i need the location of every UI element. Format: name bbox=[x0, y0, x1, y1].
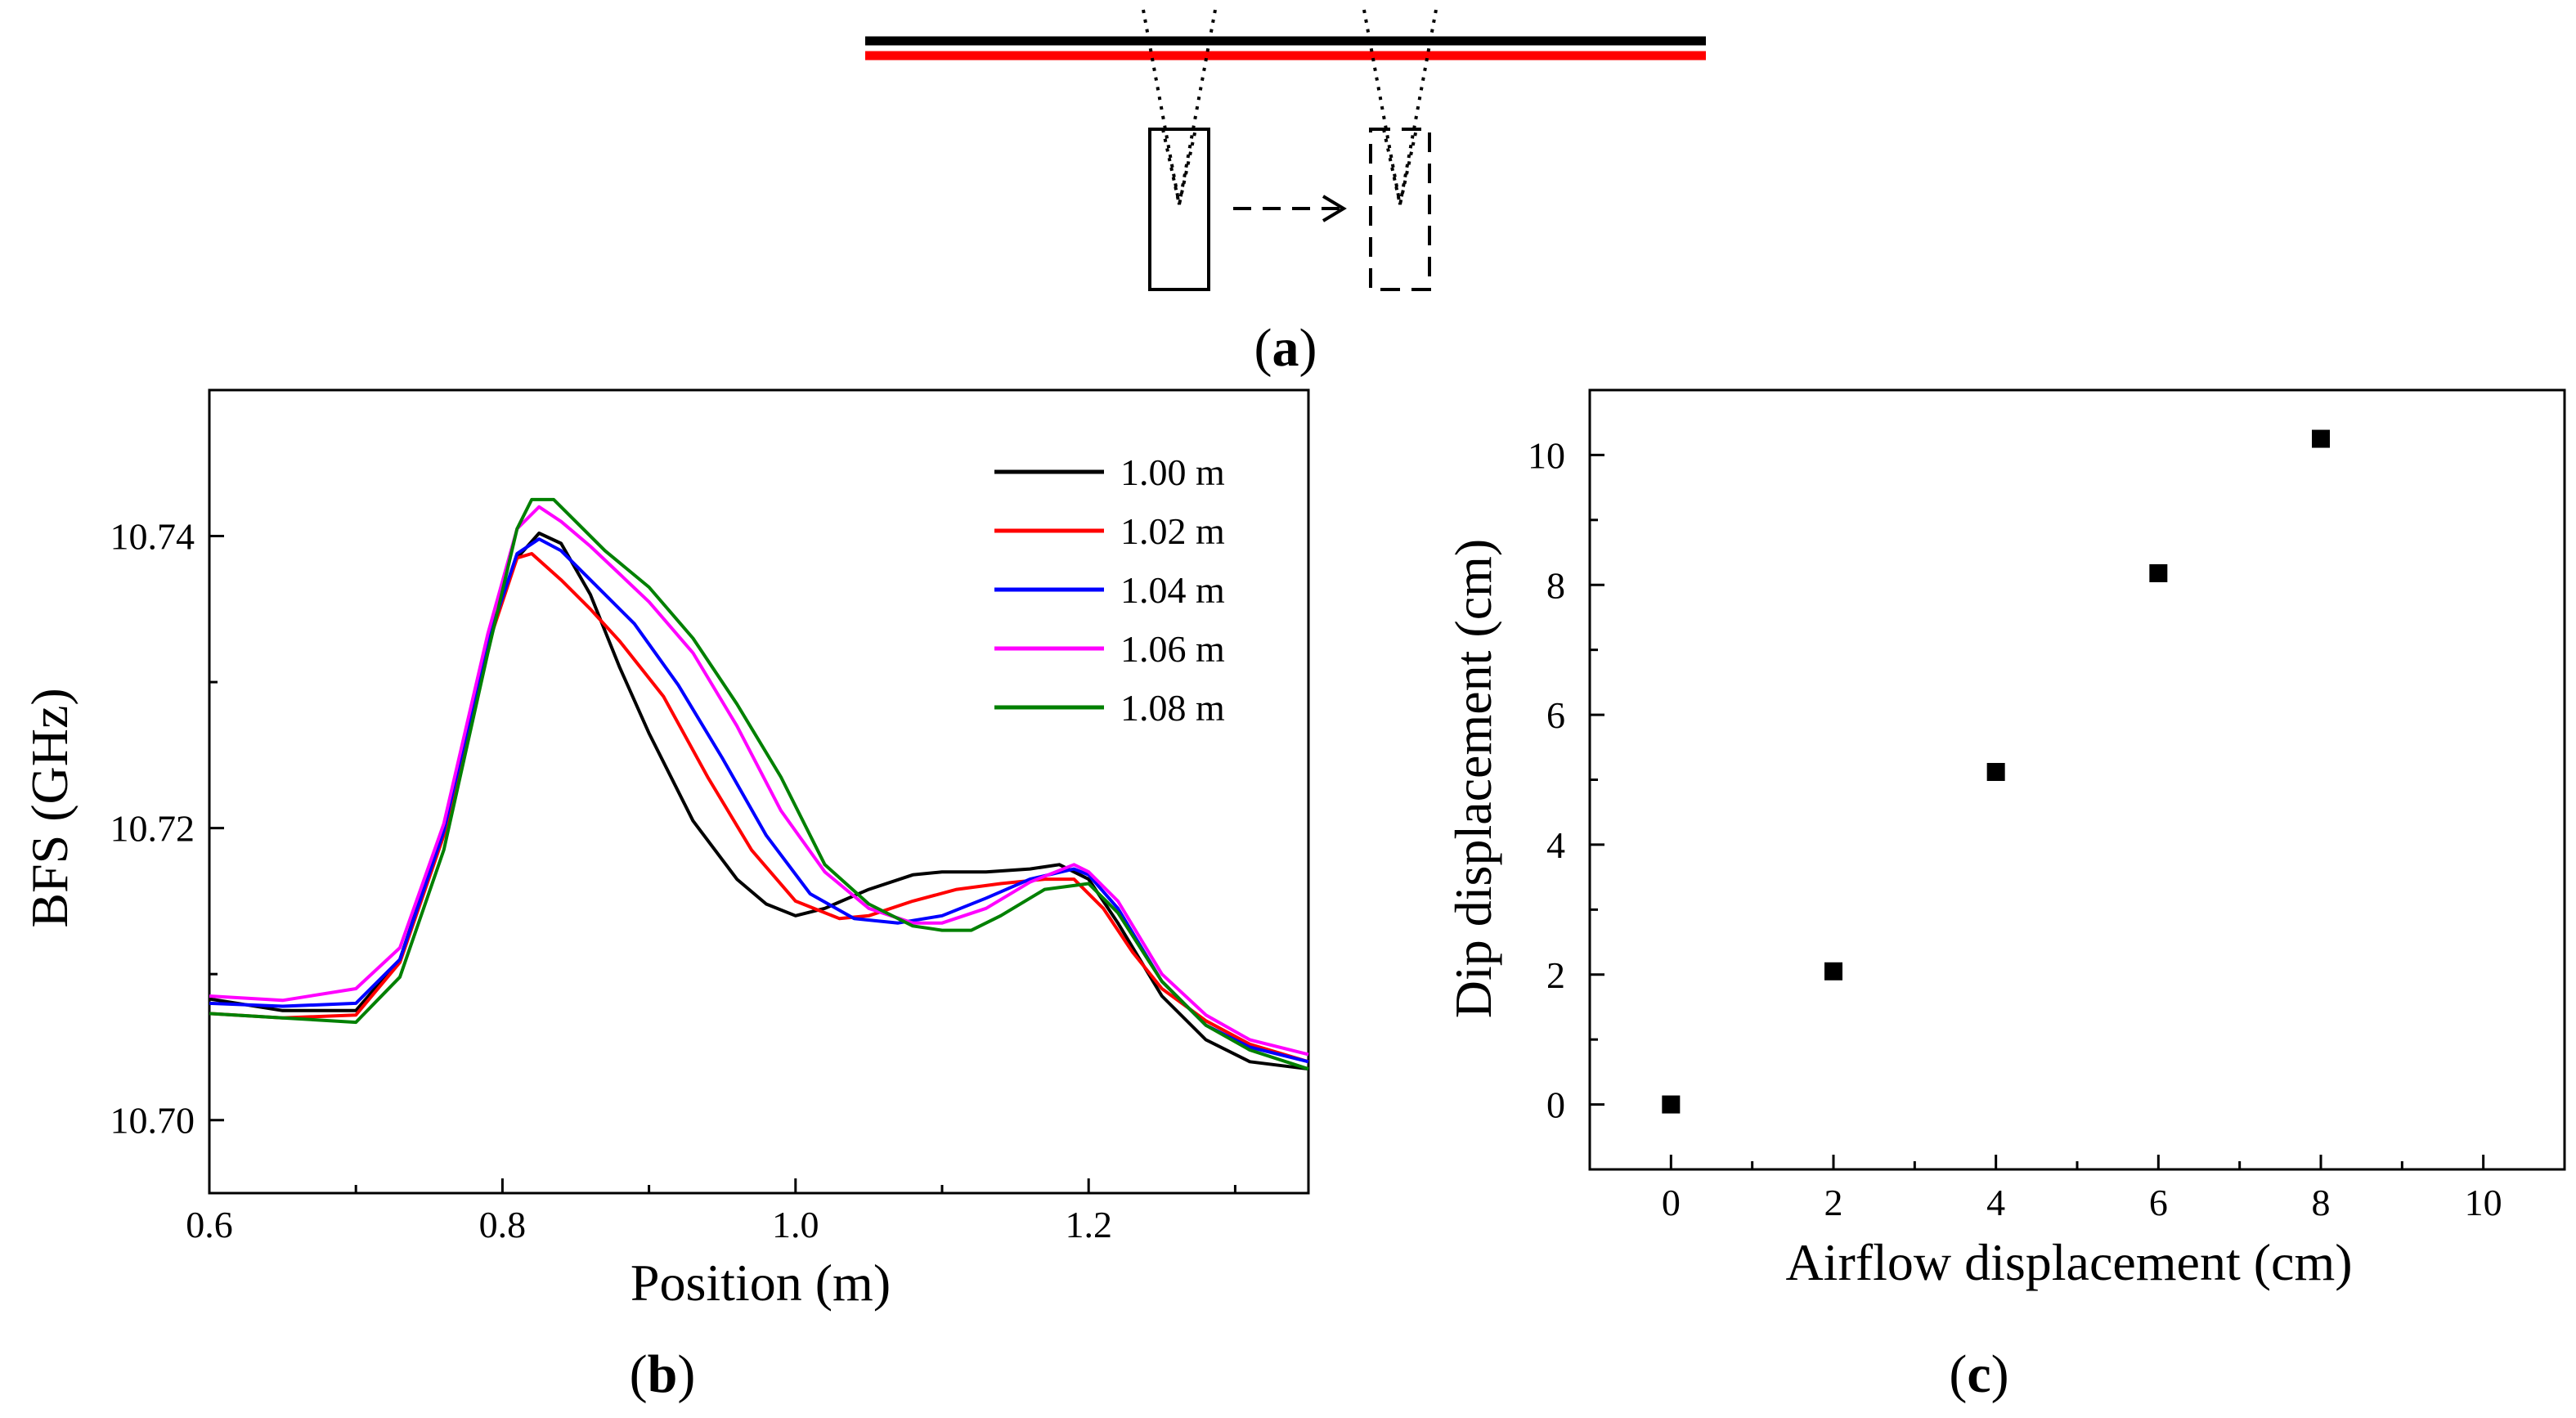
series-line-0 bbox=[209, 532, 1309, 1071]
panel-label-c: (c) bbox=[1949, 1344, 2008, 1404]
c-scatter-points bbox=[1662, 429, 2330, 1114]
x-tick-label-b: 0.8 bbox=[479, 1204, 527, 1245]
x-tick-label-b: 1.0 bbox=[772, 1204, 819, 1245]
series-line-3 bbox=[209, 505, 1309, 1057]
y-tick-label-c: 2 bbox=[1546, 954, 1565, 996]
scatter-point-2 bbox=[1986, 762, 2005, 781]
move-arrow-head bbox=[1322, 195, 1347, 222]
y-tick-label-c: 0 bbox=[1546, 1084, 1565, 1126]
scatter-point-0 bbox=[1662, 1095, 1681, 1114]
panel-a-schematic: (a) bbox=[865, 9, 1706, 378]
x-tick-label-c: 6 bbox=[2149, 1182, 2168, 1223]
airflow-cone-inner-original bbox=[1161, 128, 1197, 205]
y-axis-label-b: BFS (GHz) bbox=[20, 688, 79, 927]
y-tick-label-b: 10.74 bbox=[110, 516, 195, 558]
y-tick-label-b: 10.72 bbox=[110, 808, 195, 850]
y-tick-label-c: 8 bbox=[1546, 564, 1565, 606]
x-tick-label-c: 2 bbox=[1824, 1182, 1843, 1223]
panel-b-chart: 0.6 0.8 1.0 1.2 10.70 10.72 10.74 1.00 m 1.02 m… bbox=[20, 388, 1310, 1404]
legend-label-0: 1.00 m bbox=[1120, 451, 1225, 493]
b-series-lines bbox=[209, 497, 1309, 1071]
nozzle-original bbox=[1148, 128, 1210, 291]
series-line-4 bbox=[209, 497, 1309, 1071]
airflow-cone-original bbox=[1142, 9, 1217, 205]
x-axis-label-c: Airflow displacement (cm) bbox=[1785, 1233, 2352, 1291]
legend: 1.00 m 1.02 m 1.04 m 1.06 m 1.08 m bbox=[994, 451, 1225, 729]
airflow-cone-moved bbox=[1362, 9, 1438, 205]
panel-label-a: (a) bbox=[1254, 318, 1317, 378]
x-axis-label-b: Position (m) bbox=[631, 1254, 891, 1312]
scatter-point-3 bbox=[2149, 563, 2168, 582]
legend-label-4: 1.08 m bbox=[1120, 687, 1225, 729]
legend-label-2: 1.04 m bbox=[1120, 569, 1225, 611]
scatter-point-4 bbox=[2312, 429, 2330, 448]
scatter-point-1 bbox=[1824, 962, 1842, 980]
c-axis-ticks: 0 2 4 6 8 10 0 2 4 6 8 10 bbox=[1528, 434, 2566, 1223]
x-tick-label-b: 0.6 bbox=[186, 1204, 233, 1245]
x-tick-label-c: 8 bbox=[2312, 1182, 2331, 1223]
b-axis-ticks: 0.6 0.8 1.0 1.2 10.70 10.72 10.74 bbox=[110, 516, 1236, 1245]
legend-label-1: 1.02 m bbox=[1120, 510, 1225, 552]
y-tick-label-c: 6 bbox=[1546, 694, 1565, 736]
plot-frame-b bbox=[208, 388, 1310, 1195]
x-tick-label-c: 0 bbox=[1662, 1182, 1681, 1223]
panel-label-b: (b) bbox=[630, 1344, 696, 1404]
legend-label-3: 1.06 m bbox=[1120, 628, 1225, 670]
x-tick-label-c: 10 bbox=[2465, 1182, 2502, 1223]
x-tick-label-c: 4 bbox=[1986, 1182, 2005, 1223]
series-line-2 bbox=[209, 537, 1309, 1064]
y-tick-label-c: 10 bbox=[1528, 434, 1565, 476]
y-axis-label-c: Dip displacement (cm) bbox=[1444, 539, 1502, 1018]
nozzle-moved bbox=[1369, 128, 1431, 291]
panel-c-chart: 0 2 4 6 8 10 0 2 4 6 8 10 Airflow displacement (cm)… bbox=[1444, 388, 2566, 1404]
plot-frame-c bbox=[1588, 388, 2566, 1171]
airflow-cone-inner-moved bbox=[1382, 128, 1418, 205]
y-tick-label-b: 10.70 bbox=[110, 1100, 195, 1142]
x-tick-label-b: 1.2 bbox=[1065, 1204, 1112, 1245]
y-tick-label-c: 4 bbox=[1546, 824, 1565, 866]
